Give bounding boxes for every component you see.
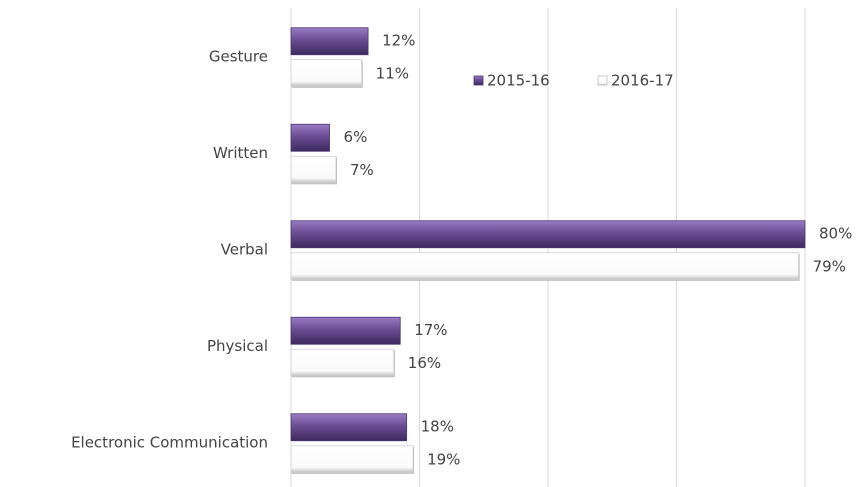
bar [290, 155, 337, 184]
bar [290, 27, 369, 56]
y-tick-label: Gesture [209, 47, 268, 65]
bar [290, 445, 414, 474]
legend-label: 2016-17 [611, 72, 674, 90]
bar [290, 316, 401, 345]
y-tick-label: Written [213, 144, 268, 162]
data-label: 18% [421, 417, 454, 435]
bar [290, 59, 363, 88]
y-tick-label: Electronic Communication [71, 433, 268, 451]
data-label: 6% [344, 128, 368, 146]
data-label: 7% [350, 161, 374, 179]
data-label: 17% [414, 321, 447, 339]
bar [290, 123, 330, 152]
legend-swatch [597, 75, 608, 86]
bar [290, 413, 408, 442]
legend-label: 2015-16 [487, 72, 550, 90]
bar [290, 348, 395, 377]
bar [290, 220, 806, 249]
y-tick-label: Physical [207, 337, 268, 355]
legend-swatch [473, 75, 484, 86]
bar [290, 252, 799, 281]
data-label: 79% [813, 257, 846, 275]
data-label: 16% [408, 354, 441, 372]
y-tick-label: Verbal [221, 240, 268, 258]
data-label: 19% [427, 450, 460, 468]
data-label: 80% [819, 224, 852, 242]
data-label: 12% [382, 31, 415, 49]
data-label: 11% [376, 64, 409, 82]
